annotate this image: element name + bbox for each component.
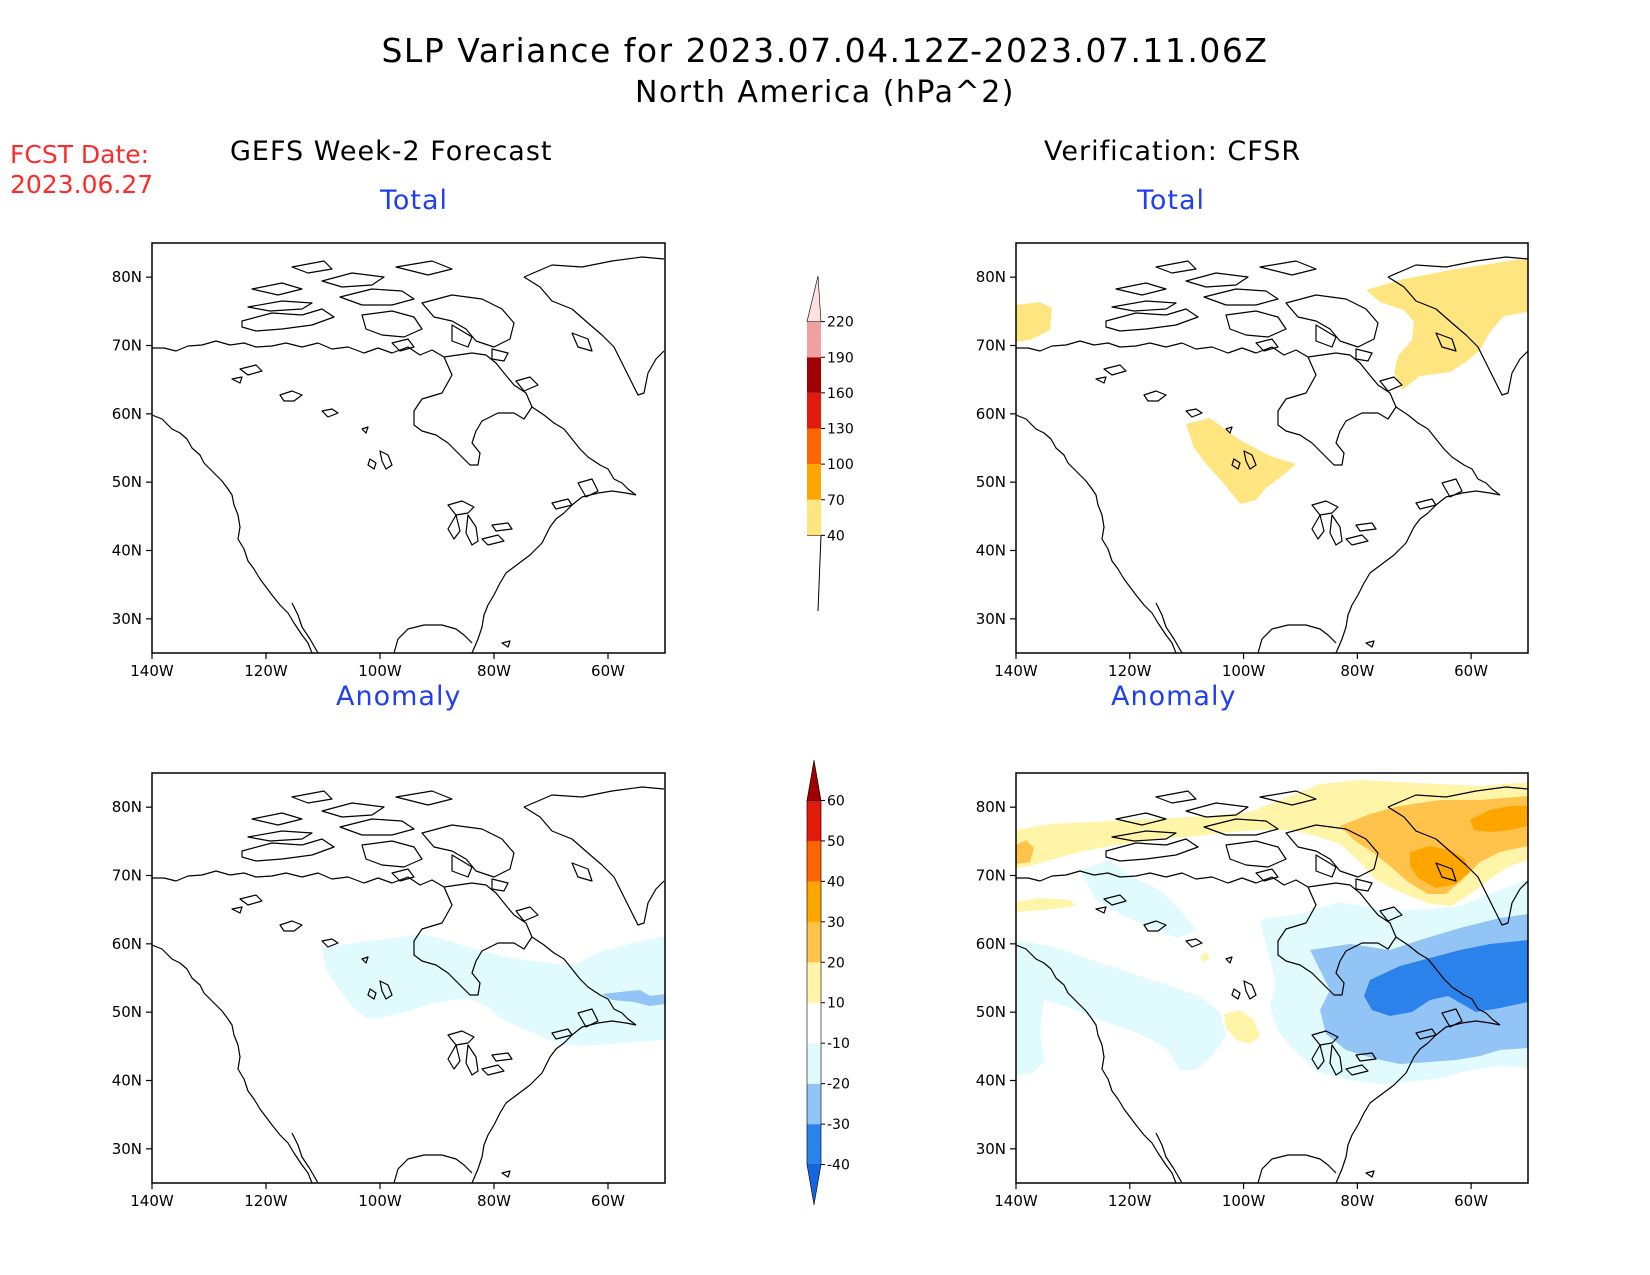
lon-tick-label-fcst-total: 140W bbox=[130, 662, 174, 680]
lon-tick-label-fcst-anomaly: 80W bbox=[477, 1192, 511, 1210]
lat-tick-label-verif-total: 30N bbox=[976, 610, 1006, 628]
lat-tick-label-verif-anomaly: 80N bbox=[976, 798, 1006, 816]
lon-tick-label-fcst-total: 80W bbox=[477, 662, 511, 680]
lon-tick-label-fcst-total: 120W bbox=[244, 662, 288, 680]
colorbar-anomaly-label: 30 bbox=[827, 915, 845, 931]
lon-tick-label-fcst-anomaly: 140W bbox=[130, 1192, 174, 1210]
panel-subtitle-verif-total: Total bbox=[1137, 185, 1206, 216]
colorbar-anomaly-label: -10 bbox=[827, 1036, 850, 1052]
panel-fcst-anomaly bbox=[151, 772, 666, 1184]
colorbar-anomaly-label: 20 bbox=[827, 955, 845, 971]
lat-tick-label-fcst-anomaly: 70N bbox=[112, 867, 142, 885]
colorbar-total-segment bbox=[807, 357, 821, 393]
column-title-verification: Verification: CFSR bbox=[1044, 136, 1302, 167]
lon-tick-label-verif-anomaly: 140W bbox=[994, 1192, 1038, 1210]
colorbar-anomaly-segment bbox=[806, 1043, 822, 1084]
colorbar-anomaly-segment bbox=[806, 1164, 822, 1206]
colorbar-anomaly-label: -20 bbox=[827, 1077, 850, 1093]
lat-tick-label-fcst-anomaly: 30N bbox=[112, 1140, 142, 1158]
lat-tick-label-fcst-total: 40N bbox=[112, 542, 142, 560]
lon-tick-label-fcst-total: 100W bbox=[358, 662, 402, 680]
main-subtitle: North America (hPa^2) bbox=[634, 75, 1015, 110]
colorbar-anomaly-segment bbox=[806, 1123, 822, 1165]
colorbar-anomaly-segment bbox=[806, 840, 822, 882]
lat-tick-label-fcst-anomaly: 40N bbox=[112, 1072, 142, 1090]
panel-subtitle-fcst-anomaly: Anomaly bbox=[336, 681, 462, 712]
colorbar-total-label: 100 bbox=[827, 457, 854, 473]
panel-verif-anomaly bbox=[1015, 772, 1529, 1184]
lat-tick-label-verif-total: 80N bbox=[976, 268, 1006, 286]
colorbar-total-segment bbox=[807, 392, 821, 429]
lat-tick-label-fcst-anomaly: 80N bbox=[112, 798, 142, 816]
colorbar-total-low-end bbox=[807, 534, 822, 612]
colorbar-total-segment bbox=[807, 428, 821, 465]
colorbar-anomaly-segment bbox=[806, 962, 822, 1003]
lon-tick-label-fcst-anomaly: 120W bbox=[244, 1192, 288, 1210]
colorbar-total-label: 190 bbox=[827, 350, 854, 366]
panel-subtitle-fcst-total: Total bbox=[380, 185, 449, 216]
lon-tick-label-verif-total: 140W bbox=[994, 662, 1038, 680]
column-title-forecast: GEFS Week-2 Forecast bbox=[230, 136, 553, 167]
colorbar-total-label: 40 bbox=[827, 528, 845, 544]
lat-tick-label-verif-anomaly: 40N bbox=[976, 1072, 1006, 1090]
lat-tick-label-fcst-total: 60N bbox=[112, 405, 142, 423]
colorbar-anomaly-label: 50 bbox=[827, 834, 845, 850]
panel-verif-total bbox=[1015, 242, 1529, 654]
lat-tick-label-fcst-total: 30N bbox=[112, 610, 142, 628]
colorbar-anomaly-segment bbox=[806, 759, 822, 801]
colorbar-anomaly-segment bbox=[806, 800, 822, 842]
colorbar-total-segment bbox=[807, 499, 821, 536]
colorbar-anomaly-label: -30 bbox=[827, 1117, 850, 1133]
lat-tick-label-fcst-anomaly: 60N bbox=[112, 935, 142, 953]
colorbar-total-label: 160 bbox=[827, 386, 854, 402]
lat-tick-label-verif-anomaly: 70N bbox=[976, 867, 1006, 885]
colorbar-anomaly-label: 10 bbox=[827, 996, 845, 1012]
lon-tick-label-verif-total: 60W bbox=[1454, 662, 1488, 680]
lat-tick-label-verif-total: 50N bbox=[976, 473, 1006, 491]
lon-tick-label-fcst-anomaly: 100W bbox=[358, 1192, 402, 1210]
lat-tick-label-fcst-total: 50N bbox=[112, 473, 142, 491]
colorbar-total-segment bbox=[806, 275, 822, 322]
lon-tick-label-verif-total: 80W bbox=[1340, 662, 1374, 680]
axis-ticks: 140W 120W 100W 80W 60W 30N 40N 50N 60N 70N 80N 140W… bbox=[112, 268, 1489, 1210]
lon-tick-label-verif-anomaly: 80W bbox=[1340, 1192, 1374, 1210]
colorbar-anomaly-label: 40 bbox=[827, 874, 845, 890]
lon-tick-label-fcst-anomaly: 60W bbox=[591, 1192, 625, 1210]
lon-tick-label-verif-total: 120W bbox=[1108, 662, 1152, 680]
lat-tick-label-verif-total: 60N bbox=[976, 405, 1006, 423]
colorbar-total-segment bbox=[807, 321, 821, 358]
colorbar-anomaly-label: 60 bbox=[827, 793, 845, 809]
fcst-date-label: FCST Date: bbox=[10, 140, 150, 169]
lon-tick-label-verif-anomaly: 60W bbox=[1454, 1192, 1488, 1210]
lat-tick-label-fcst-anomaly: 50N bbox=[112, 1003, 142, 1021]
lat-tick-label-verif-anomaly: 60N bbox=[976, 935, 1006, 953]
lon-tick-label-verif-anomaly: 100W bbox=[1222, 1192, 1266, 1210]
lon-tick-label-fcst-total: 60W bbox=[591, 662, 625, 680]
lon-tick-label-verif-anomaly: 120W bbox=[1108, 1192, 1152, 1210]
colorbar-total-segment bbox=[807, 464, 821, 500]
lat-tick-label-verif-anomaly: 50N bbox=[976, 1003, 1006, 1021]
panel-fcst-total bbox=[151, 242, 666, 654]
colorbar-anomaly: -40 -30 -20 -10 10 20 30 40 50 60 bbox=[806, 759, 850, 1206]
colorbar-total-label: 220 bbox=[827, 315, 854, 331]
lat-tick-label-verif-total: 70N bbox=[976, 337, 1006, 355]
colorbar-anomaly-segment bbox=[806, 1002, 822, 1044]
colorbar-anomaly-segment bbox=[806, 881, 822, 922]
lat-tick-label-verif-anomaly: 30N bbox=[976, 1140, 1006, 1158]
lat-tick-label-fcst-total: 80N bbox=[112, 268, 142, 286]
main-title: SLP Variance for 2023.07.04.12Z-2023.07.… bbox=[381, 31, 1269, 70]
lon-tick-label-verif-total: 100W bbox=[1222, 662, 1266, 680]
colorbar-anomaly-label: -40 bbox=[827, 1158, 850, 1174]
colorbar-total-label: 70 bbox=[827, 493, 845, 509]
lat-tick-label-fcst-total: 70N bbox=[112, 337, 142, 355]
colorbar-anomaly-segment bbox=[806, 921, 822, 963]
panel-subtitle-verif-anomaly: Anomaly bbox=[1111, 681, 1237, 712]
fcst-date-value: 2023.06.27 bbox=[10, 170, 154, 199]
colorbar-anomaly-segment bbox=[806, 1083, 822, 1125]
colorbar-total: 40 70 100 130 160 190 220 bbox=[806, 275, 854, 612]
fcst-date: FCST Date: 2023.06.27 bbox=[10, 140, 153, 200]
colorbar-total-label: 130 bbox=[827, 422, 854, 438]
lat-tick-label-verif-total: 40N bbox=[976, 542, 1006, 560]
